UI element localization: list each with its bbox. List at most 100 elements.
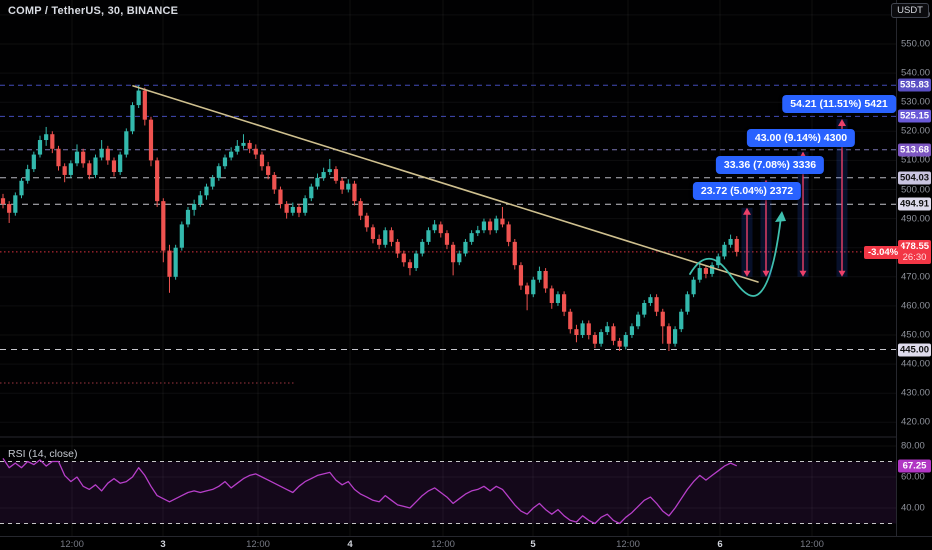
candle-body [74, 151, 80, 164]
rsi-axis-tick: 80.00 [901, 440, 925, 452]
candle-body [62, 166, 67, 175]
trendline-drawing[interactable] [132, 85, 759, 283]
candle-body [420, 241, 425, 254]
time-axis[interactable]: 12:00 3 12:00 4 12:00 5 12:00 6 12:00 [0, 536, 932, 550]
candle-body [691, 279, 696, 295]
candle-body [315, 177, 320, 187]
candle-body [333, 169, 339, 181]
candle-body [216, 166, 221, 178]
candle-body [142, 90, 147, 120]
range-tool-label[interactable]: 43.00 (9.14%) 4300 [746, 129, 856, 147]
candle-body [722, 244, 727, 257]
candle-body [401, 253, 406, 263]
price-axis-tick: 460.00 [901, 300, 931, 312]
candle-body [284, 204, 289, 213]
candle-body [7, 204, 12, 213]
candle-body [204, 186, 209, 196]
candle-body [352, 183, 357, 202]
range-tool-label[interactable]: 33.36 (7.08%) 3336 [715, 156, 825, 174]
currency-toggle-button[interactable]: USDT [891, 3, 929, 18]
candle-body [549, 288, 554, 303]
candle-body [648, 297, 653, 303]
candle-body [111, 160, 117, 173]
candle-body [709, 265, 715, 274]
candle-body [235, 145, 240, 152]
range-tool-label[interactable]: 23.72 (5.04%) 2372 [692, 182, 802, 200]
candle-body [414, 253, 419, 269]
candle-body [475, 230, 480, 234]
projection-arrow-drawing[interactable] [689, 216, 782, 297]
candle-body [494, 218, 499, 231]
candle-body [0, 198, 6, 205]
candle-body [309, 186, 314, 199]
candle-body [19, 180, 24, 196]
candle-body [370, 227, 376, 239]
candle-body [210, 177, 215, 187]
candle-body [290, 206, 295, 213]
symbol-title[interactable]: COMP / TetherUS, 30, BINANCE [8, 5, 179, 17]
candle-body [537, 270, 542, 280]
price-axis-tick: 470.00 [901, 271, 931, 283]
candle-body [469, 233, 474, 242]
candle-body [407, 262, 413, 269]
candle-body [68, 163, 73, 175]
candle-body [364, 215, 369, 228]
candle-body [358, 201, 363, 216]
candle-body [124, 131, 129, 155]
rsi-band-fill [0, 461, 896, 524]
time-axis-label: 5 [530, 539, 536, 550]
candle-body [728, 238, 733, 245]
price-change-badge: -3.04% [864, 246, 903, 259]
price-axis-tick: 530.00 [901, 96, 931, 108]
rsi-value-badge: 67.25 [898, 459, 931, 473]
candle-body [93, 157, 98, 175]
candle-body [531, 279, 536, 295]
time-axis-label: 3 [160, 539, 166, 550]
candle-body [611, 326, 616, 341]
time-axis-label: 12:00 [246, 539, 270, 550]
time-axis-label: 4 [347, 539, 353, 550]
candle-body [130, 105, 135, 132]
price-axis[interactable]: 560.00550.00540.00530.00520.00510.00500.… [896, 0, 932, 536]
projection-arrowhead [775, 211, 786, 222]
candle-body [136, 90, 141, 106]
rsi-indicator-label[interactable]: RSI (14, close) [8, 448, 78, 460]
candle-body [327, 169, 332, 173]
candle-body [562, 294, 567, 312]
candle-body [525, 285, 530, 295]
candle-body [574, 329, 579, 335]
candle-body [635, 314, 641, 327]
candle-body [241, 142, 246, 146]
candle-body [463, 241, 468, 254]
candle-body [266, 166, 271, 175]
time-axis-label: 6 [717, 539, 723, 550]
candle-body [167, 250, 172, 277]
price-axis-tick: 430.00 [901, 387, 931, 399]
price-level-badge: 525.15 [898, 109, 931, 123]
price-level-badge: 535.83 [898, 78, 931, 92]
candle-body [703, 268, 709, 274]
candle-body [222, 157, 228, 167]
candle-body [148, 119, 154, 161]
candle-body [642, 302, 647, 315]
time-axis-label: 12:00 [60, 539, 84, 550]
range-tool-label[interactable]: 54.21 (11.51%) 5421 [782, 95, 896, 113]
range-tool-arrow-up [838, 119, 846, 127]
price-level-badge: 504.03 [898, 171, 931, 185]
candle-body [660, 311, 665, 327]
candle-body [734, 238, 739, 252]
candle-body [457, 253, 462, 263]
candle-body [346, 183, 351, 190]
price-axis-tick: 540.00 [901, 67, 931, 79]
candle-body [451, 244, 456, 263]
candle-body [278, 189, 283, 205]
candle-body [161, 201, 166, 251]
range-tool-arrow-up [743, 207, 751, 215]
candle-body [481, 221, 487, 231]
bar-countdown: 26:30 [902, 251, 927, 263]
range-tool-arrow-down [799, 270, 807, 277]
candle-body [444, 233, 450, 245]
price-axis-tick: 520.00 [901, 125, 931, 137]
